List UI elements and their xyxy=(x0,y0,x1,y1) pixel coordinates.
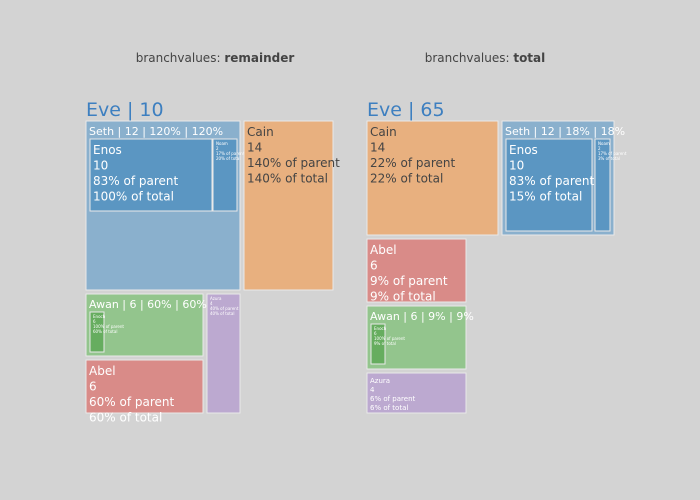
left-label-noam-1: 2 xyxy=(216,146,219,151)
right-label-enos-3: 15% of total xyxy=(509,190,582,204)
right-label-cain-0: Cain xyxy=(370,125,397,139)
left-rect-enos[interactable] xyxy=(89,138,213,212)
right-label-enos-1: 10 xyxy=(509,159,524,173)
left-label-noam-0: Noam xyxy=(216,141,228,146)
right-label-enoch-0: Enoch xyxy=(374,326,387,331)
right-label-enos-0: Enos xyxy=(509,143,538,157)
right-label-azura-3: 6% of total xyxy=(370,404,408,412)
right-rect-noam[interactable] xyxy=(594,138,611,232)
right-label-azura-2: 6% of parent xyxy=(370,395,416,403)
left-label-awan-0: Awan | 6 | 60% | 60% xyxy=(89,298,207,311)
right-label-abel-0: Abel xyxy=(370,243,397,257)
right-label-noam-2: 17% of parent xyxy=(598,151,627,156)
right-subtitle: branchvalues: total xyxy=(425,51,546,65)
right-rect-cain[interactable] xyxy=(366,120,499,236)
left-label-azura-2: 40% of parent xyxy=(210,306,239,311)
left-label-seth-0: Seth | 12 | 120% | 120% xyxy=(89,125,223,138)
right-label-abel-1: 6 xyxy=(370,259,378,273)
left-root-label: Eve | 10 xyxy=(86,99,164,121)
left-label-cain-2: 140% of parent xyxy=(247,156,340,170)
right-rect-enos[interactable] xyxy=(505,138,593,232)
right-label-cain-3: 22% of total xyxy=(370,172,443,186)
left-rect-abel[interactable] xyxy=(85,359,204,414)
left-node-abel[interactable]: Abel 660% of parent 60% of total xyxy=(85,359,204,425)
left-rect-enoch[interactable] xyxy=(89,311,105,353)
right-label-abel-2: 9% of parent xyxy=(370,274,448,288)
left-label-abel-2: 60% of parent xyxy=(89,395,174,409)
left-label-enos-0: Enos xyxy=(93,143,122,157)
left-label-azura-1: 4 xyxy=(210,301,213,306)
left-label-cain-0: Cain xyxy=(247,125,274,139)
right-root-label: Eve | 65 xyxy=(367,99,445,121)
left-label-cain-1: 14 xyxy=(247,141,262,155)
left-label-enos-2: 83% of parent xyxy=(93,174,178,188)
left-label-azura-3: 40% of total xyxy=(210,311,234,316)
right-label-enos-2: 83% of parent xyxy=(509,174,594,188)
left-label-enoch-1: 6 xyxy=(93,319,96,324)
right-rect-enoch[interactable] xyxy=(370,323,386,365)
right-label-enoch-2: 100% of parent xyxy=(374,336,405,341)
left-label-cain-3: 140% of total xyxy=(247,172,328,186)
left-subtitle: branchvalues: remainder xyxy=(136,51,295,65)
left-rect-cain[interactable] xyxy=(243,120,334,291)
right-label-cain-2: 22% of parent xyxy=(370,156,455,170)
right-rect-azura[interactable] xyxy=(366,372,467,414)
left-label-enoch-2: 100% of parent xyxy=(93,324,124,329)
right-label-cain-1: 14 xyxy=(370,141,385,155)
right-label-seth-0: Seth | 12 | 18% | 18% xyxy=(505,125,625,138)
left-label-enos-3: 100% of total xyxy=(93,190,174,204)
left-label-noam-3: 20% of total xyxy=(216,156,240,161)
left-treemap: branchvalues: remainder Eve | 10 Seth | … xyxy=(85,51,340,425)
right-label-azura-1: 4 xyxy=(370,386,375,394)
right-label-awan-0: Awan | 6 | 9% | 9% xyxy=(370,310,474,323)
right-label-azura-0: Azura xyxy=(370,377,390,385)
right-label-enoch-3: 9% of total xyxy=(374,341,396,346)
right-label-noam-0: Noam xyxy=(598,141,610,146)
right-label-enoch-1: 6 xyxy=(374,331,377,336)
left-label-enoch-0: Enoch xyxy=(93,314,106,319)
left-label-abel-0: Abel xyxy=(89,364,116,378)
right-label-noam-3: 3% of total xyxy=(598,156,620,161)
right-node-abel[interactable]: Abel 69% of parent 9% of total xyxy=(366,238,467,304)
left-rect-awan[interactable] xyxy=(85,293,204,357)
left-label-abel-3: 60% of total xyxy=(89,411,162,425)
left-rect-azura[interactable] xyxy=(206,293,241,414)
left-label-azura-0: Azura xyxy=(210,296,222,301)
right-rect-abel[interactable] xyxy=(366,238,467,303)
left-label-enoch-3: 60% of total xyxy=(93,329,117,334)
right-label-abel-3: 9% of total xyxy=(370,290,436,304)
left-label-abel-1: 6 xyxy=(89,380,97,394)
right-label-noam-1: 2 xyxy=(598,146,601,151)
left-label-enos-1: 10 xyxy=(93,159,108,173)
left-label-noam-2: 17% of parent xyxy=(216,151,245,156)
left-node-awan[interactable]: Awan | 6 | 60% | 60% xyxy=(85,293,207,357)
left-rect-noam[interactable] xyxy=(212,138,238,212)
